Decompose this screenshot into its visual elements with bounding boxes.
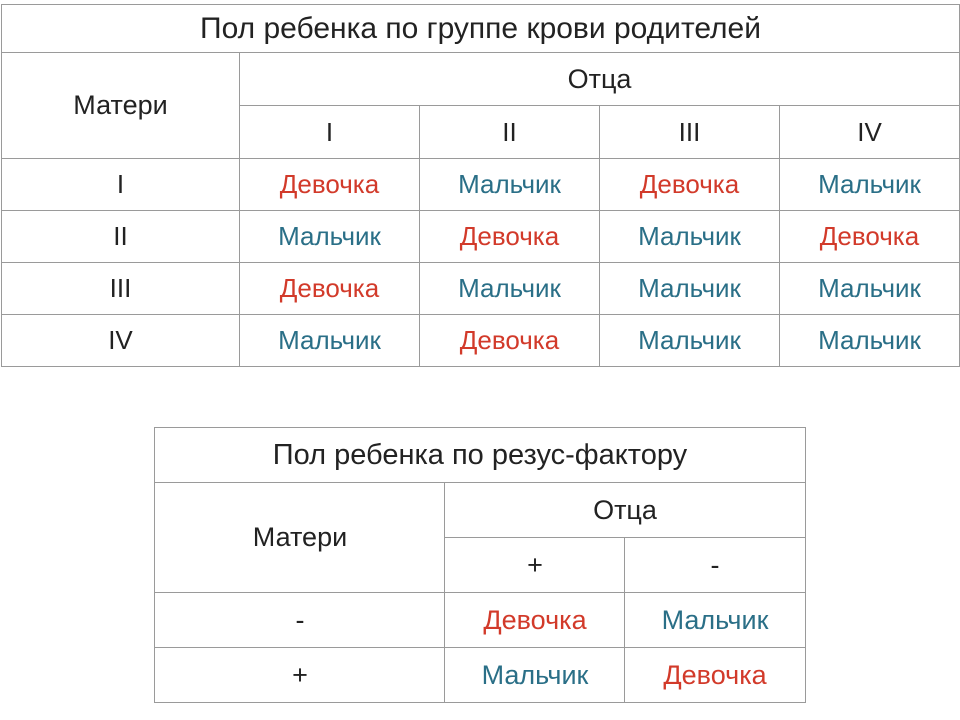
table1-father-col-1: I — [240, 106, 420, 159]
table2-father-col-2: - — [625, 538, 805, 593]
table2-father-col-1: + — [445, 538, 625, 593]
table1-cell-2-2: Девочка — [420, 211, 600, 263]
table2-cell-1-1: Девочка — [445, 593, 625, 648]
table1-mother-label: Матери — [2, 53, 240, 159]
table1-cell-3-3: Мальчик — [600, 263, 780, 315]
table1-cell-1-4: Мальчик — [780, 159, 960, 211]
table1-cell-3-4: Мальчик — [780, 263, 960, 315]
rh-factor-table: Пол ребенка по резус-фактору Матери Отца… — [154, 427, 805, 703]
table2-cell-2-1: Мальчик — [445, 648, 625, 703]
table2-father-label: Отца — [445, 483, 805, 538]
table1-cell-2-1: Мальчик — [240, 211, 420, 263]
table1-cell-1-1: Девочка — [240, 159, 420, 211]
table1-mother-row-3: III — [2, 263, 240, 315]
table1-father-col-2: II — [420, 106, 600, 159]
table2-cell-1-2: Мальчик — [625, 593, 805, 648]
table1-mother-row-4: IV — [2, 315, 240, 367]
page: Пол ребенка по группе крови родителей Ма… — [0, 0, 960, 720]
table1-cell-4-2: Девочка — [420, 315, 600, 367]
table1-cell-2-3: Мальчик — [600, 211, 780, 263]
table1-cell-4-3: Мальчик — [600, 315, 780, 367]
table1-mother-row-2: II — [2, 211, 240, 263]
table2-mother-row-1: - — [155, 593, 445, 648]
table1-cell-4-1: Мальчик — [240, 315, 420, 367]
blood-group-table: Пол ребенка по группе крови родителей Ма… — [1, 4, 960, 367]
table2-mother-row-2: + — [155, 648, 445, 703]
table1-cell-4-4: Мальчик — [780, 315, 960, 367]
table2-mother-label: Матери — [155, 483, 445, 593]
table1-cell-1-3: Девочка — [600, 159, 780, 211]
table1-cell-3-2: Мальчик — [420, 263, 600, 315]
table1-cell-1-2: Мальчик — [420, 159, 600, 211]
table2-title: Пол ребенка по резус-фактору — [155, 428, 805, 483]
table1-father-label: Отца — [240, 53, 960, 106]
table1-father-col-3: III — [600, 106, 780, 159]
table1-title: Пол ребенка по группе крови родителей — [2, 5, 960, 53]
table1-cell-3-1: Девочка — [240, 263, 420, 315]
table1-father-col-4: IV — [780, 106, 960, 159]
table1-cell-2-4: Девочка — [780, 211, 960, 263]
table2-cell-2-2: Девочка — [625, 648, 805, 703]
table1-mother-row-1: I — [2, 159, 240, 211]
